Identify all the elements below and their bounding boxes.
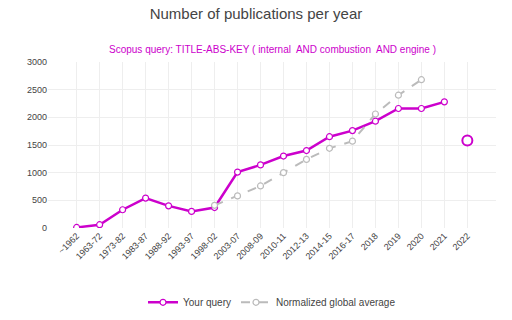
svg-text:1963-72: 1963-72	[74, 231, 104, 261]
svg-text:Number of publications per yea: Number of publications per year	[150, 5, 363, 22]
svg-text:2020: 2020	[405, 231, 426, 252]
svg-text:2000: 2000	[27, 112, 47, 122]
svg-text:2021: 2021	[428, 231, 449, 252]
svg-text:Normalized global average: Normalized global average	[276, 297, 395, 308]
svg-text:2019: 2019	[382, 231, 403, 252]
svg-text:2022: 2022	[451, 231, 472, 252]
svg-text:2003-07: 2003-07	[212, 231, 242, 261]
svg-text:1983-87: 1983-87	[120, 231, 150, 261]
svg-text:1993-97: 1993-97	[166, 231, 196, 261]
svg-text:1988-92: 1988-92	[143, 231, 173, 261]
svg-text:2016-17: 2016-17	[327, 231, 357, 261]
svg-text:2012-13: 2012-13	[281, 231, 311, 261]
svg-text:1000: 1000	[27, 168, 47, 178]
svg-text:2008-09: 2008-09	[235, 231, 265, 261]
svg-text:2014-15: 2014-15	[304, 231, 334, 261]
svg-text:0: 0	[42, 223, 47, 233]
svg-text:~1962: ~1962	[56, 231, 81, 256]
svg-text:Scopus query: TITLE-ABS-KEY (: Scopus query: TITLE-ABS-KEY ( internal A…	[109, 44, 436, 55]
svg-text:2500: 2500	[27, 85, 47, 95]
svg-text:500: 500	[32, 195, 47, 205]
svg-text:3000: 3000	[27, 57, 47, 67]
svg-text:Your query: Your query	[183, 297, 231, 308]
svg-text:1998-02: 1998-02	[189, 231, 219, 261]
svg-text:1500: 1500	[27, 140, 47, 150]
svg-text:2018: 2018	[359, 231, 380, 252]
svg-text:1973-82: 1973-82	[97, 231, 127, 261]
svg-text:2010-11: 2010-11	[258, 231, 288, 261]
